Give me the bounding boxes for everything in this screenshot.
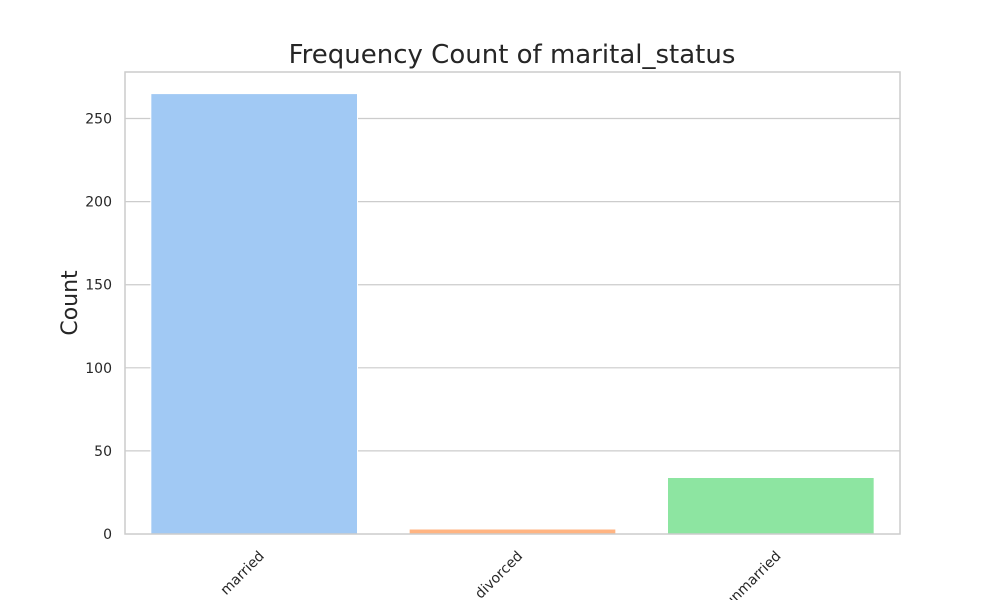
y-tick-label: 200: [85, 195, 112, 211]
plot-frame: [124, 71, 901, 535]
y-tick-labels: 0 50 100 150 200 250: [85, 112, 112, 543]
y-tick-label: 50: [94, 444, 112, 460]
chart-title: Frequency Count of marital_status: [289, 40, 736, 70]
x-tick-labels: married divorced unmarried: [218, 548, 785, 600]
bar-unmarried: [667, 476, 875, 535]
bars: [150, 93, 875, 535]
y-axis-label: Count: [58, 270, 83, 336]
x-tick-label: unmarried: [722, 548, 785, 600]
x-tick-label: married: [218, 548, 268, 598]
y-tick-label: 250: [85, 112, 112, 128]
y-tick-label: 0: [103, 527, 112, 543]
y-tick-label: 100: [85, 361, 112, 377]
bar-married: [150, 93, 358, 535]
y-tick-label: 150: [85, 278, 112, 294]
x-tick-label: divorced: [472, 548, 526, 600]
